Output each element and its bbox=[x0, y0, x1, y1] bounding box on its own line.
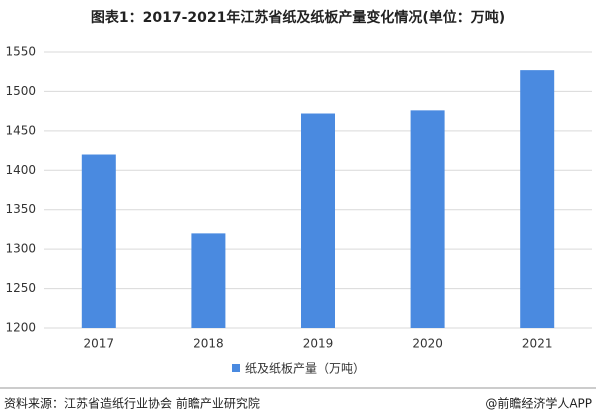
y-tick-label: 1250 bbox=[5, 281, 36, 295]
y-tick-label: 1500 bbox=[5, 84, 36, 98]
y-tick-label: 1400 bbox=[5, 163, 36, 177]
bar bbox=[410, 110, 445, 329]
credit: @前瞻经济学人APP bbox=[485, 396, 592, 411]
x-tick-label: 2017 bbox=[84, 337, 115, 351]
legend-label: 纸及纸板产量（万吨） bbox=[245, 362, 365, 376]
bar bbox=[191, 233, 226, 328]
legend-swatch bbox=[232, 364, 240, 372]
chart-title: 图表1：2017-2021年江苏省纸及纸板产量变化情况(单位：万吨) bbox=[91, 9, 505, 26]
x-tick-label: 2018 bbox=[193, 337, 224, 351]
y-tick-label: 1200 bbox=[5, 321, 36, 335]
x-tick-label: 2021 bbox=[522, 337, 553, 351]
bar bbox=[81, 154, 116, 328]
y-tick-label: 1350 bbox=[5, 202, 36, 216]
source: 资料来源：江苏省造纸行业协会 前瞻产业研究院 bbox=[4, 396, 260, 411]
y-tick-label: 1450 bbox=[5, 123, 36, 137]
bar bbox=[520, 70, 555, 328]
x-tick-label: 2020 bbox=[412, 337, 443, 351]
bar bbox=[301, 113, 335, 328]
y-tick-label: 1300 bbox=[5, 242, 36, 256]
y-tick-label: 1550 bbox=[5, 45, 36, 59]
x-tick-label: 2019 bbox=[303, 337, 334, 351]
